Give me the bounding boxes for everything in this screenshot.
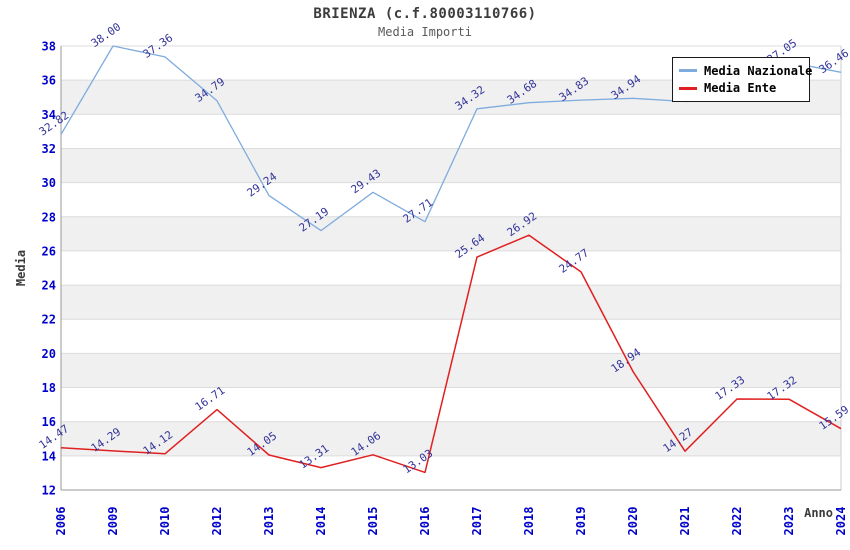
y-tick-label: 22 <box>42 313 56 327</box>
data-label: 16.71 <box>193 384 228 414</box>
legend-label: Media Ente <box>704 81 777 96</box>
y-axis-title: Media <box>14 249 28 287</box>
grid-band <box>61 421 841 456</box>
x-tick-label: 2012 <box>210 507 224 536</box>
legend-swatch-red <box>679 86 697 90</box>
y-tick-label: 18 <box>42 381 56 395</box>
y-tick-label: 12 <box>42 484 56 498</box>
legend-label: Media Nazionale <box>704 63 813 78</box>
x-tick-label: 2024 <box>834 507 848 536</box>
legend: Media Nazionale Media Ente <box>672 57 812 102</box>
y-tick-label: 26 <box>42 244 56 258</box>
data-label: 36.46 <box>817 47 850 77</box>
y-tick-label: 14 <box>42 449 56 463</box>
x-tick-label: 2014 <box>314 507 328 536</box>
grid-band <box>61 353 841 388</box>
grid-band <box>61 285 841 320</box>
x-tick-label: 2010 <box>158 507 172 536</box>
legend-item-media-ente: Media Ente <box>679 81 803 95</box>
y-tick-label: 16 <box>42 415 56 429</box>
y-tick-label: 20 <box>42 347 56 361</box>
x-tick-label: 2009 <box>106 507 120 536</box>
x-tick-label: 2021 <box>678 507 692 536</box>
x-tick-label: 2020 <box>626 507 640 536</box>
x-tick-label: 2013 <box>262 507 276 536</box>
y-tick-label: 38 <box>42 40 56 54</box>
y-tick-label: 34 <box>42 108 56 122</box>
x-axis-title: Anno <box>804 506 833 520</box>
x-tick-label: 2018 <box>522 507 536 536</box>
x-tick-label: 2015 <box>366 507 380 536</box>
legend-swatch-blue <box>679 69 697 73</box>
x-tick-label: 2023 <box>782 507 796 536</box>
x-tick-label: 2022 <box>730 507 744 536</box>
x-tick-label: 2006 <box>54 507 68 536</box>
y-tick-label: 24 <box>42 279 56 293</box>
series-line-media-ente <box>60 234 842 474</box>
grid-band <box>61 216 841 251</box>
x-tick-label: 2017 <box>470 507 484 536</box>
y-tick-label: 28 <box>42 210 56 224</box>
y-tick-label: 36 <box>42 74 56 88</box>
x-tick-label: 2019 <box>574 507 588 536</box>
y-tick-label: 30 <box>42 176 56 190</box>
chart-title: BRIENZA (c.f.80003110766) <box>313 6 537 22</box>
x-tick-label: 2016 <box>418 507 432 536</box>
legend-item-media-nazionale: Media Nazionale <box>679 64 812 78</box>
y-tick-label: 32 <box>42 142 56 156</box>
chart-subtitle: Media Importi <box>378 25 472 39</box>
